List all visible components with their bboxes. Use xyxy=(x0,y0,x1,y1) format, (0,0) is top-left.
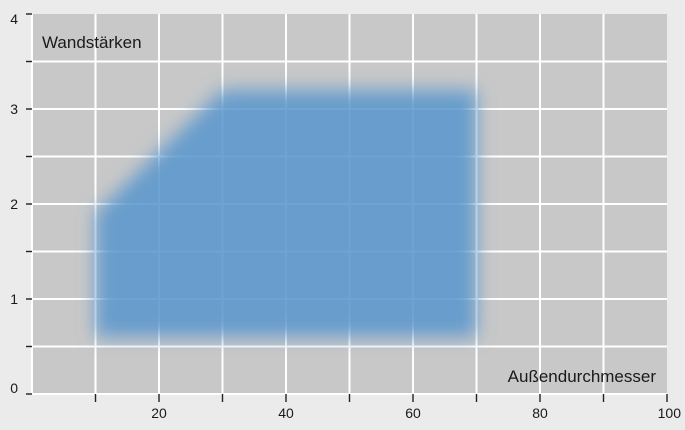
x-tick-label: 60 xyxy=(405,405,421,421)
y-tick-label: 0 xyxy=(10,380,18,396)
y-tick-label: 4 xyxy=(10,11,18,27)
axes: 20 40 60 80 100 0 1 2 3 4 xyxy=(10,11,681,421)
y-axis-title: Wandstärken xyxy=(42,33,142,52)
y-tick-label: 1 xyxy=(10,291,18,307)
x-tick-label: 100 xyxy=(658,405,682,421)
y-tick-label: 3 xyxy=(10,101,18,117)
labels: Wandstärken Außendurchmesser xyxy=(42,33,656,386)
x-axis-title: Außendurchmesser xyxy=(508,367,657,386)
x-tick-label: 40 xyxy=(278,405,294,421)
data-region xyxy=(95,90,477,337)
x-tick-label: 80 xyxy=(532,405,548,421)
feasible-region xyxy=(95,90,477,337)
x-tick-label: 20 xyxy=(151,405,167,421)
y-tick-label: 2 xyxy=(10,196,18,212)
